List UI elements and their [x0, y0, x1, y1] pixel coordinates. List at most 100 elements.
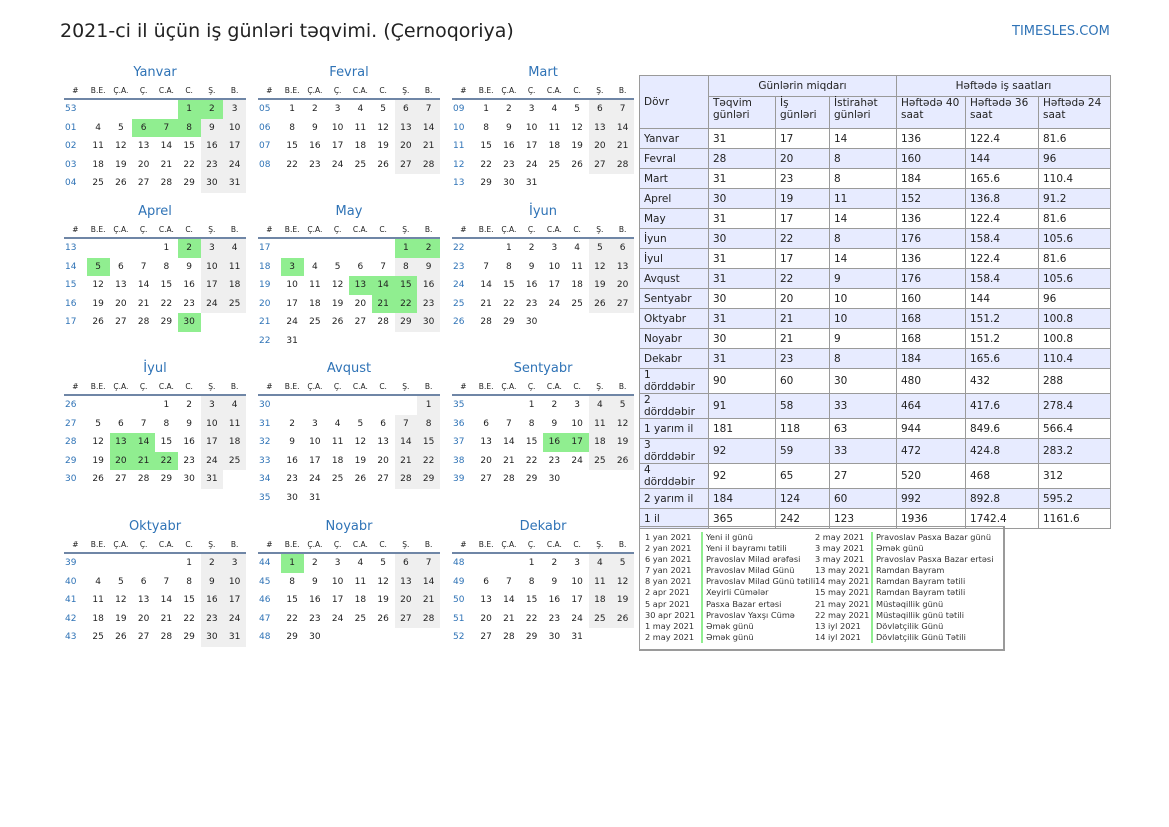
day-cell: 30: [177, 313, 201, 332]
day-cell: 27: [137, 178, 150, 189]
day-cell: 29: [525, 632, 538, 643]
value-cell: 17: [775, 128, 830, 149]
value-cell: 31: [708, 128, 776, 149]
day-cell: 18: [571, 280, 583, 291]
day-cell: 21: [480, 298, 492, 309]
week-number: 22: [259, 335, 271, 346]
weekday-header: C.A.: [155, 221, 178, 239]
value-cell: 110.4: [1038, 348, 1111, 369]
day-cell: 9: [186, 261, 192, 272]
day-cell: 14: [394, 433, 418, 452]
day-cell: 6: [118, 418, 124, 429]
day-cell: 7: [483, 261, 489, 272]
week-number: 04: [65, 178, 77, 189]
value-cell: 92: [708, 463, 776, 489]
day-cell: 23: [417, 294, 440, 313]
week-row: 27 5 6 7 8 9 10 11: [64, 414, 246, 433]
day-cell: 20: [480, 455, 492, 466]
day-cell: 22: [183, 613, 195, 624]
value-cell: 30: [708, 328, 776, 349]
day-cell: 16: [309, 141, 321, 152]
day-cell: [326, 395, 349, 415]
value-cell: 17: [775, 248, 830, 269]
day-cell: 6: [483, 418, 489, 429]
week-number: 36: [453, 418, 465, 429]
holiday-name: Əmək günü: [701, 620, 754, 632]
week-number: 13: [453, 178, 465, 189]
weekday-header: Ç.: [520, 82, 543, 100]
value-cell: 31: [708, 268, 776, 289]
day-cell: 18: [309, 298, 321, 309]
week-number: 21: [259, 317, 271, 328]
day-cell: 13: [611, 257, 634, 276]
day-cell: 9: [528, 261, 535, 272]
day-cell: [395, 395, 418, 415]
week-row: 21 24 25 26 27 28 29 30: [258, 313, 440, 332]
value-cell: 30: [708, 188, 776, 209]
day-cell: 23: [183, 455, 195, 466]
value-cell: 59: [775, 438, 830, 464]
day-cell: 6: [140, 576, 147, 587]
week-row: 13 29 30 31: [452, 174, 634, 193]
day-cell: [155, 553, 178, 573]
value-cell: 105.6: [1038, 228, 1111, 249]
day-cell: 4: [357, 558, 364, 569]
day-cell: 10: [331, 122, 344, 133]
day-cell: 16: [309, 595, 321, 606]
value-cell: 1742.4: [965, 508, 1039, 529]
holiday-name: Ramdan Bayram: [871, 565, 944, 577]
weekday-header: #: [258, 536, 281, 554]
day-cell: 23: [503, 159, 515, 170]
day-cell: 1: [289, 104, 295, 115]
value-cell: 60: [775, 368, 830, 394]
subheader: Həftədə 40 saat: [896, 96, 966, 129]
holiday-item: 13 iyl 2021 Dövlətçilik Günü: [815, 620, 993, 632]
week-number: 49: [453, 576, 465, 587]
week-number: 35: [259, 492, 271, 503]
day-cell: 29: [286, 632, 298, 643]
value-cell: 158.4: [965, 268, 1039, 289]
week-row: 12 22 23 24 25 26 27 28: [452, 155, 634, 174]
day-cell: 10: [200, 257, 224, 276]
day-cell: 20: [137, 159, 150, 170]
weekday-header: Ç.: [326, 82, 349, 100]
day-cell: 20: [354, 298, 367, 309]
holiday-column: 1 yan 2021 Yeni il günü 2 yan 2021 Yeni il …: [645, 532, 815, 643]
week-number: 37: [453, 437, 465, 448]
stats-row: May 31 17 14 136 122.4 81.6: [639, 208, 1111, 229]
day-cell: 15: [417, 433, 440, 452]
day-cell: 8: [163, 261, 170, 272]
day-cell: 7: [140, 261, 147, 272]
week-number: 20: [259, 298, 271, 309]
weekday-header: C.A.: [349, 82, 372, 100]
brand-link[interactable]: TIMESLES.COM: [1012, 24, 1110, 39]
holiday-name: Dövlətçilik Günü: [871, 620, 943, 632]
day-cell: [326, 489, 349, 508]
day-cell: 15: [160, 280, 173, 291]
week-row: 40 4 5 6 7 8 9 10: [64, 572, 246, 591]
day-cell: 13: [137, 141, 150, 152]
period-cell: Avqust: [639, 268, 709, 289]
day-cell: 25: [588, 609, 612, 628]
day-cell: [543, 174, 566, 193]
day-cell: 16: [548, 595, 561, 606]
holiday-name: Müstəqillik günü: [871, 598, 943, 610]
day-cell: [611, 628, 634, 647]
day-cell: 29: [160, 317, 173, 328]
value-cell: 165.6: [965, 168, 1039, 189]
weekday-header: C.A.: [349, 378, 372, 396]
value-cell: 123: [829, 508, 897, 529]
day-cell: 4: [223, 395, 246, 415]
day-cell: 7: [140, 418, 147, 429]
value-cell: 31: [708, 208, 776, 229]
value-cell: 168: [896, 308, 966, 329]
day-cell: 22: [525, 455, 538, 466]
holiday-date: 21 may 2021: [815, 598, 870, 609]
value-cell: 20: [775, 288, 830, 309]
day-cell: 15: [286, 595, 298, 606]
week-row: 35 30 31: [258, 489, 440, 508]
month-calendar: Avqust # B.E. Ç.A. Ç. C.A. C. Ş. B. 30 1 31 2 3 4 5 6 7 8 3…: [258, 360, 440, 507]
value-cell: 944: [896, 418, 966, 439]
day-cell: 30: [525, 317, 538, 328]
week-number: 25: [453, 298, 465, 309]
